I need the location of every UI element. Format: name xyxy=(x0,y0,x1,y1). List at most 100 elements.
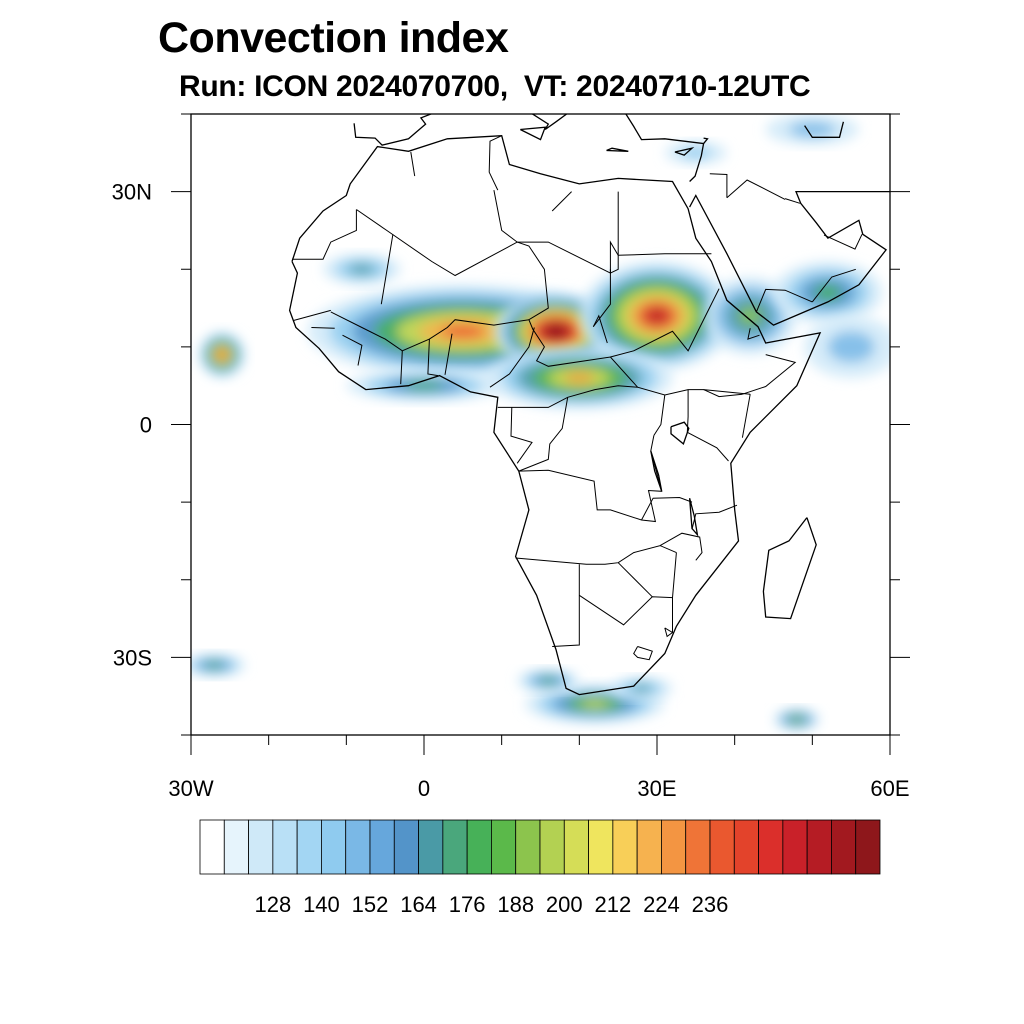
convection-area xyxy=(773,261,883,324)
lat-tick-label: 0 xyxy=(140,413,152,438)
convection-area xyxy=(773,707,821,732)
country-border xyxy=(686,389,689,433)
caspian-coastline xyxy=(804,121,845,138)
colorbar-swatch xyxy=(272,819,298,875)
colorbar-swatch xyxy=(563,819,589,875)
country-border xyxy=(518,397,569,472)
lon-tick-label: 30E xyxy=(637,776,676,801)
country-border xyxy=(742,354,797,395)
colorbar-label: 212 xyxy=(594,892,631,917)
convection-area xyxy=(765,114,859,146)
colorbar-label: 152 xyxy=(352,892,389,917)
levant-coastline xyxy=(689,143,705,182)
iberia-coastline xyxy=(353,114,433,146)
country-border xyxy=(617,562,653,598)
colorbar-swatch xyxy=(831,819,857,875)
convection-area xyxy=(664,141,727,165)
convection-area xyxy=(610,676,673,701)
colorbar-label: 236 xyxy=(692,892,729,917)
country-border xyxy=(592,269,611,328)
colorbar-swatch xyxy=(296,819,322,875)
country-border xyxy=(410,151,416,177)
country-border xyxy=(641,496,693,521)
country-border xyxy=(633,646,653,661)
country-border xyxy=(488,135,502,191)
chart-title: Convection index xyxy=(158,14,509,62)
colorbar-swatch xyxy=(588,819,614,875)
country-border xyxy=(811,268,856,303)
country-border xyxy=(687,431,729,462)
colorbar-label: 176 xyxy=(449,892,486,917)
country-border xyxy=(400,350,403,385)
colorbar-swatch xyxy=(661,819,687,875)
country-border xyxy=(497,385,638,408)
colorbar-swatch xyxy=(515,819,541,875)
axis-ticks xyxy=(171,113,910,755)
convection-area xyxy=(517,669,580,693)
colorbar-label: 164 xyxy=(400,892,437,917)
crete-coastline xyxy=(606,147,629,152)
colorbar-swatch xyxy=(466,819,492,875)
convection-area xyxy=(804,315,890,378)
colorbar-swatch xyxy=(442,819,468,875)
sicily-coastline xyxy=(520,126,547,141)
colorbar-swatch xyxy=(223,819,249,875)
italy-coastline xyxy=(531,114,568,131)
colorbar-swatch xyxy=(758,819,784,875)
country-border xyxy=(311,327,335,329)
country-border xyxy=(444,333,453,375)
country-border xyxy=(342,334,363,366)
country-border xyxy=(610,288,720,358)
colorbar-swatch xyxy=(636,819,662,875)
colorbar-label: 200 xyxy=(546,892,583,917)
cyprus-coastline xyxy=(674,147,695,156)
country-border xyxy=(747,328,760,340)
colorbar-swatch xyxy=(418,819,444,875)
country-border xyxy=(653,394,666,436)
chart-subtitle: Run: ICON 2024070700, VT: 20240710-12UTC xyxy=(179,70,811,103)
lon-tick-label: 60E xyxy=(870,776,909,801)
country-border xyxy=(356,209,712,277)
colorbar-swatch xyxy=(369,819,395,875)
colorbar-swatch xyxy=(321,819,347,875)
colorbar-swatch xyxy=(855,819,881,875)
country-border xyxy=(380,234,394,305)
country-border xyxy=(293,309,331,321)
convection-area xyxy=(198,331,246,378)
country-border xyxy=(664,627,674,638)
madagascar-coastline xyxy=(762,517,817,620)
colorbar-swatch xyxy=(491,819,517,875)
convection-area xyxy=(486,346,673,409)
country-border xyxy=(691,504,738,530)
country-border xyxy=(610,191,619,274)
convection-area xyxy=(191,653,246,677)
colorbar: 128 140 152 164 176 188 200 212 224 236 xyxy=(199,819,881,917)
colorbar-swatch xyxy=(393,819,419,875)
convection-area xyxy=(703,277,797,355)
colorbar-swatch xyxy=(248,819,274,875)
country-border xyxy=(709,173,728,198)
convection-field xyxy=(191,114,890,732)
map-plot-area xyxy=(191,114,890,735)
colorbar-swatch xyxy=(733,819,759,875)
country-border xyxy=(703,389,743,398)
country-borders xyxy=(292,135,863,661)
country-border xyxy=(592,314,608,344)
colorbar-swatch xyxy=(782,819,808,875)
colorbar-label: 224 xyxy=(643,892,680,917)
country-border xyxy=(427,339,439,377)
colorbar-swatch xyxy=(709,819,735,875)
colorbar-label: 140 xyxy=(303,892,340,917)
country-border xyxy=(510,407,533,464)
colorbar-swatch xyxy=(612,819,638,875)
country-border xyxy=(659,532,703,561)
convection-area xyxy=(346,370,502,402)
country-border xyxy=(784,198,801,204)
country-border xyxy=(551,191,572,212)
country-border xyxy=(726,179,786,200)
country-border xyxy=(579,594,673,626)
colorbar-label: 128 xyxy=(254,892,291,917)
colorbar-swatch xyxy=(685,819,711,875)
country-border xyxy=(755,288,813,313)
lake-malawi xyxy=(688,498,699,537)
